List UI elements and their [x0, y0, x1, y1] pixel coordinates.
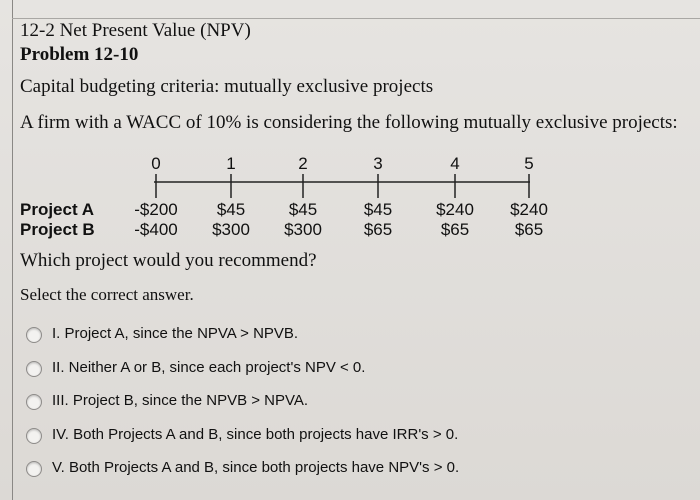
- project-b-cf: $300: [212, 220, 250, 239]
- problem-title: Problem 12-10: [20, 44, 139, 65]
- project-a-label: Project A: [20, 200, 95, 219]
- period-label: 4: [450, 154, 460, 173]
- topic-title: Capital budgeting criteria: mutually exc…: [20, 76, 434, 97]
- project-a-cf: -$200: [134, 200, 178, 219]
- period-label: 1: [226, 154, 236, 173]
- option-label: V. Both Projects A and B, since both pro…: [52, 459, 460, 476]
- top-divider: [12, 18, 700, 19]
- project-a-cf: $240: [510, 200, 548, 219]
- project-b-cf: -$400: [134, 220, 178, 239]
- radio-button[interactable]: [26, 428, 42, 444]
- project-b-cf: $65: [514, 220, 544, 239]
- period-label: 2: [298, 154, 308, 173]
- option-label: II. Neither A or B, since each project's…: [52, 359, 366, 376]
- option-label: III. Project B, since the NPVB > NPVA.: [52, 392, 309, 409]
- question-text: A firm with a WACC of 10% is considering…: [20, 112, 678, 133]
- option-label: IV. Both Projects A and B, since both pr…: [52, 426, 459, 443]
- project-a-cf: $45: [216, 200, 246, 219]
- radio-button[interactable]: [26, 361, 42, 377]
- instruction-text: Select the correct answer.: [20, 285, 194, 304]
- left-rule: [12, 0, 13, 500]
- project-a-cf: $45: [363, 200, 393, 219]
- period-label: 5: [524, 154, 534, 173]
- project-a-cf: $45: [288, 200, 318, 219]
- period-label: 3: [373, 154, 383, 173]
- project-b-cf: $65: [363, 220, 393, 239]
- project-b-cf: $300: [284, 220, 322, 239]
- section-title: 12-2 Net Present Value (NPV): [20, 20, 251, 41]
- radio-button[interactable]: [26, 461, 42, 477]
- project-b-label: Project B: [20, 220, 95, 239]
- project-a-cf: $240: [436, 200, 474, 219]
- prompt-text: Which project would you recommend?: [20, 250, 317, 271]
- radio-button[interactable]: [26, 394, 42, 410]
- period-label: 0: [151, 154, 161, 173]
- option-label: I. Project A, since the NPVA > NPVB.: [52, 325, 299, 342]
- radio-button[interactable]: [26, 327, 42, 343]
- project-b-cf: $65: [440, 220, 470, 239]
